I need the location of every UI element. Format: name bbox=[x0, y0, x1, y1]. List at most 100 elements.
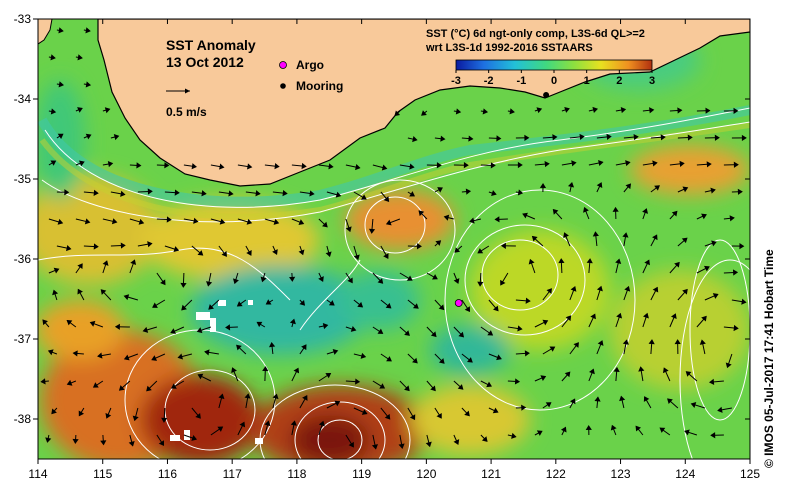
velocity-arrow-head bbox=[196, 327, 203, 334]
velocity-arrow-head bbox=[622, 339, 629, 345]
velocity-arrow-head bbox=[585, 425, 592, 431]
velocity-arrow-head bbox=[221, 251, 227, 257]
velocity-arrow-head bbox=[174, 189, 180, 196]
velocity-arrow-head bbox=[597, 340, 604, 346]
velocity-arrow-head bbox=[685, 371, 692, 377]
velocity-arrow-head bbox=[111, 218, 118, 225]
colorbar: SST (°C) 6d ngt-only comp, L3S-6d QL>=2 … bbox=[425, 28, 655, 87]
velocity-arrow-head bbox=[412, 357, 418, 364]
velocity-arrow-head bbox=[246, 218, 253, 225]
velocity-arrow-head bbox=[616, 312, 623, 319]
argo-legend-label: Argo bbox=[296, 58, 324, 72]
velocity-arrow-head bbox=[528, 258, 535, 265]
colorbar-tick-label: 0 bbox=[551, 75, 557, 87]
velocity-arrow-head bbox=[525, 297, 531, 304]
velocity-arrow-head bbox=[606, 133, 612, 140]
velocity-arrow-head bbox=[219, 218, 226, 225]
x-tick-label: 122 bbox=[546, 467, 566, 481]
velocity-arrow-head bbox=[615, 258, 622, 264]
velocity-arrow-head bbox=[217, 426, 224, 432]
velocity-arrow-head bbox=[514, 378, 521, 385]
velocity-arrow-head bbox=[709, 378, 715, 385]
velocity-arrow-head bbox=[160, 279, 166, 286]
velocity-arrow-head bbox=[729, 215, 735, 222]
x-tick-label: 116 bbox=[158, 467, 177, 481]
velocity-arrow-head bbox=[92, 382, 99, 388]
velocity-arrow-head bbox=[552, 208, 559, 215]
velocity-arrow-head bbox=[147, 241, 153, 248]
velocity-arrow-head bbox=[545, 402, 552, 408]
velocity-arrow-head bbox=[77, 263, 83, 270]
velocity-arrow-head bbox=[563, 232, 569, 238]
velocity-arrow-head bbox=[309, 190, 315, 197]
velocity-arrow-head bbox=[435, 240, 442, 246]
velocity-arrow-head bbox=[560, 426, 567, 433]
colorbar-tick-label: 1 bbox=[584, 75, 590, 87]
velocity-arrow-head bbox=[652, 234, 658, 241]
velocity-arrow-head bbox=[40, 378, 46, 385]
marker-legend: Argo Mooring bbox=[279, 58, 343, 93]
velocity-arrow-head bbox=[301, 344, 307, 351]
velocity-arrow-head bbox=[289, 276, 296, 282]
velocity-arrow-head bbox=[482, 108, 489, 115]
velocity-arrow-head bbox=[272, 249, 278, 255]
velocity-arrow-head bbox=[328, 300, 335, 306]
velocity-arrow-head bbox=[733, 161, 739, 168]
velocity-arrow-head bbox=[348, 441, 354, 448]
velocity-arrow-head bbox=[208, 304, 214, 310]
velocity-arrow-head bbox=[711, 240, 717, 247]
velocity-arrow-head bbox=[620, 107, 627, 114]
velocity-arrow-head bbox=[274, 163, 280, 170]
velocity-arrow-head bbox=[500, 279, 506, 286]
velocity-arrow-head bbox=[701, 213, 707, 220]
velocity-arrow-head bbox=[546, 288, 552, 294]
velocity-arrow-head bbox=[66, 319, 73, 326]
velocity-arrow-head bbox=[256, 321, 263, 328]
velocity-arrow-head bbox=[404, 385, 410, 392]
x-tick-label: 114 bbox=[28, 467, 47, 481]
y-tick-label: -34 bbox=[14, 92, 32, 106]
velocity-arrow-head bbox=[318, 276, 324, 282]
y-tick-label: -33 bbox=[14, 12, 32, 26]
velocity-arrow-head bbox=[679, 160, 685, 167]
velocity-arrow-head bbox=[361, 409, 368, 415]
velocity-arrow-head bbox=[247, 163, 253, 170]
x-axis: 114 115 116 117 118 119 120 121 122 123 124 125 bbox=[28, 19, 760, 481]
velocity-arrow-head bbox=[170, 328, 177, 334]
velocity-arrow-head bbox=[681, 237, 688, 244]
velocity-arrow-head bbox=[610, 424, 617, 431]
velocity-arrow-head bbox=[569, 398, 576, 405]
velocity-arrow-head bbox=[385, 302, 392, 309]
velocity-arrow-head bbox=[66, 245, 72, 252]
velocity-arrow-head bbox=[564, 106, 570, 113]
velocity-arrow-head bbox=[298, 219, 305, 225]
velocity-arrow-head bbox=[524, 134, 530, 141]
velocity-arrow-head bbox=[465, 188, 472, 195]
velocity-arrow-head bbox=[464, 306, 471, 313]
velocity-arrow-head bbox=[193, 217, 199, 224]
velocity-arrow-head bbox=[549, 346, 556, 352]
velocity-arrow-head bbox=[619, 395, 626, 402]
velocity-arrow-head bbox=[687, 134, 693, 141]
velocity-arrow-head bbox=[146, 385, 152, 392]
velocity-arrow-head bbox=[536, 430, 543, 436]
velocity-arrow-head bbox=[264, 420, 271, 427]
velocity-arrow-head bbox=[244, 393, 251, 399]
velocity-arrow-head bbox=[432, 274, 438, 280]
y-axis: -33-34-35-36-37-38 bbox=[14, 12, 750, 426]
velocity-arrow-head bbox=[289, 318, 296, 325]
velocity-arrow-head bbox=[328, 163, 334, 170]
plot-frame bbox=[37, 18, 751, 460]
velocity-arrow-head bbox=[468, 135, 474, 142]
velocity-arrow-head bbox=[412, 303, 419, 309]
velocity-arrow-head bbox=[536, 107, 543, 114]
velocity-arrow-head bbox=[493, 305, 499, 312]
velocity-arrow-head bbox=[147, 188, 153, 195]
velocity-arrow-head bbox=[394, 110, 401, 117]
velocity-arrow-head bbox=[453, 439, 460, 445]
sst-field bbox=[38, 19, 750, 459]
velocity-arrow-head bbox=[368, 228, 376, 234]
velocity-arrow-head bbox=[57, 133, 64, 139]
velocity-arrow-head bbox=[78, 160, 85, 167]
velocity-arrow-head bbox=[469, 217, 475, 224]
